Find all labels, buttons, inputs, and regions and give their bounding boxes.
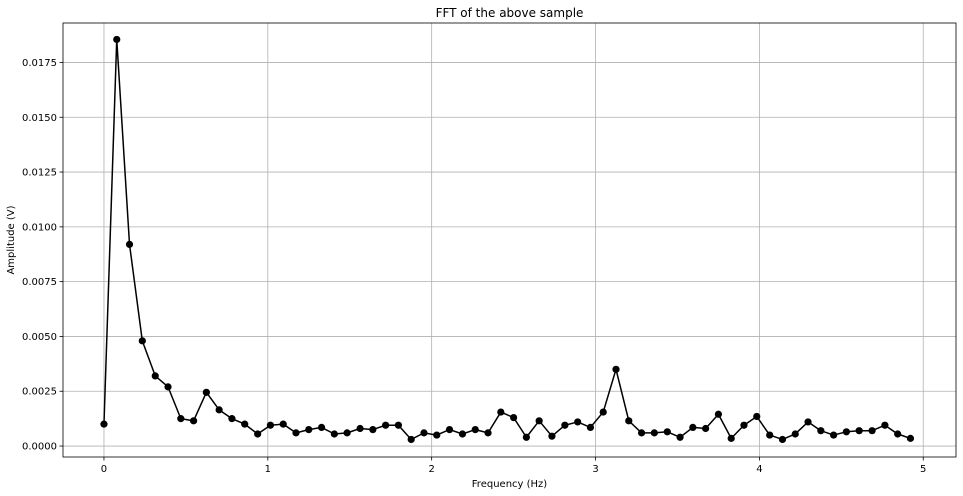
data-point-marker [254,430,262,438]
data-point-marker [484,429,492,437]
data-point-marker [574,418,582,426]
data-point-marker [522,433,530,441]
data-point-marker [753,412,761,421]
data-point-marker [868,427,876,435]
data-point-marker [369,426,377,434]
data-point-marker [189,417,198,425]
data-point-marker [317,423,326,432]
data-point-marker [727,434,735,442]
data-point-marker [177,415,185,423]
data-point-marker [599,408,607,416]
data-point-marker [407,435,415,444]
data-point-marker [676,433,684,441]
data-point-marker [330,430,338,438]
y-tick-label: 0.0050 [22,332,57,343]
data-point-marker [740,421,748,429]
data-point-marker [689,423,697,432]
data-point-marker [164,383,172,391]
x-axis-title: Frequency (Hz) [472,479,548,490]
data-point-marker [445,426,454,434]
data-point-marker [561,421,569,429]
y-tick-label: 0.0150 [22,113,57,124]
data-point-marker [702,424,710,433]
y-tick-label: 0.0175 [22,58,57,69]
data-point-marker [766,431,774,439]
axis-ticks: 0 1 2 3 4 5 0.0000 0.0025 0.0050 0.0075 0.0100 0.01… [22,58,926,475]
data-point-marker [138,337,146,345]
plot-area-frame [62,22,957,458]
data-point-marker [535,417,543,425]
data-point-marker [881,421,889,429]
data-point-marker [497,408,505,416]
data-point-marker [356,424,364,433]
data-point-marker [241,420,249,428]
data-point-marker [266,421,275,429]
data-point-marker [113,35,121,44]
data-point-marker [791,430,799,438]
y-tick-label: 0.0125 [22,168,57,179]
data-point-marker [125,240,134,248]
data-point-marker [804,418,812,426]
y-tick-label: 0.0100 [22,222,57,233]
data-point-marker [637,429,646,437]
series-polyline [103,38,911,441]
data-point-marker [420,429,428,437]
grid-lines [63,23,956,457]
data-point-marker [855,427,863,435]
data-point-marker [663,428,671,436]
data-point-marker [778,435,787,444]
data-point-marker [612,365,620,373]
data-point-marker [382,421,390,429]
data-point-marker [292,429,300,437]
x-tick-label: 0 [101,464,107,475]
data-point-marker [894,430,902,438]
x-tick-label: 2 [428,464,434,475]
data-point-marker [650,429,658,437]
data-point-marker [471,426,479,434]
data-point-marker [842,428,850,436]
x-tick-label: 3 [592,464,598,475]
data-point-marker [279,420,287,428]
data-point-marker [817,427,825,435]
data-point-marker [625,417,633,425]
y-tick-label: 0.0000 [22,442,57,453]
x-tick-label: 5 [920,464,926,475]
x-tick-label: 4 [756,464,762,475]
data-point-marker [548,432,556,440]
y-tick-label: 0.0025 [22,387,57,398]
data-point-marker [228,415,236,423]
data-point-marker [215,406,223,414]
data-point-marker [100,420,108,428]
series-line [100,35,915,444]
data-point-marker [906,434,915,442]
data-point-marker [509,413,518,422]
chart-title: FFT of the above sample [436,6,584,20]
data-point-marker [830,431,838,439]
data-point-marker [433,431,441,439]
data-point-marker [586,423,595,432]
data-point-marker [343,429,351,437]
data-point-marker [458,430,467,438]
data-point-marker [151,372,159,380]
y-axis-title: Amplitude (V) [6,205,17,274]
y-tick-label: 0.0075 [22,277,57,288]
data-point-marker [394,421,403,429]
data-point-marker [202,388,210,396]
data-point-marker [714,410,723,418]
data-point-marker [305,426,313,434]
x-tick-label: 1 [265,464,271,475]
